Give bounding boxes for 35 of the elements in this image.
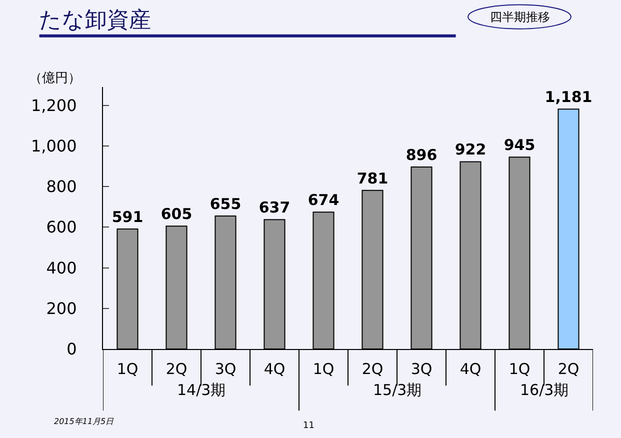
x-tick-label: 1Q	[116, 360, 138, 378]
x-tick-label: 2Q	[558, 360, 580, 378]
data-label: 605	[160, 205, 192, 224]
x-tick-label: 1Q	[508, 360, 530, 378]
data-label: 591	[112, 208, 144, 226]
text: 15/3期	[373, 381, 422, 399]
text: 四半期推移	[490, 10, 550, 24]
data-label: 945	[504, 136, 536, 154]
text: 2015年11月5日	[54, 417, 115, 426]
chart-title: たな卸資産	[39, 8, 151, 33]
y-tick-label: 0	[66, 340, 77, 359]
y-tick-label: 1,000	[30, 136, 77, 156]
text: 16/3期	[520, 381, 569, 399]
data-label: 637	[258, 198, 290, 217]
text: 11	[303, 421, 314, 431]
data-label: 781	[356, 169, 388, 188]
y-tick-label: 400	[46, 258, 77, 278]
data-label: 674	[308, 191, 340, 210]
x-tick-label: 4Q	[460, 360, 482, 378]
x-tick-label: 2Q	[362, 360, 384, 378]
x-tick-label: 4Q	[264, 360, 286, 378]
x-tick-label: 3Q	[410, 360, 432, 378]
y-tick-label: 800	[46, 177, 77, 196]
data-label: 655	[210, 194, 242, 213]
data-label: 1,181	[544, 88, 592, 106]
x-tick-label: 1Q	[312, 360, 334, 378]
x-tick-label: 2Q	[166, 360, 188, 378]
y-axis-title: （億円）	[29, 71, 81, 86]
y-tick-label: 1,200	[30, 96, 77, 115]
y-tick-label: 200	[46, 298, 77, 318]
x-tick-label: 3Q	[214, 360, 236, 378]
data-label: 922	[454, 140, 486, 159]
data-label: 896	[406, 146, 438, 164]
y-tick-label: 600	[46, 218, 77, 237]
text: 14/3期	[177, 381, 226, 399]
